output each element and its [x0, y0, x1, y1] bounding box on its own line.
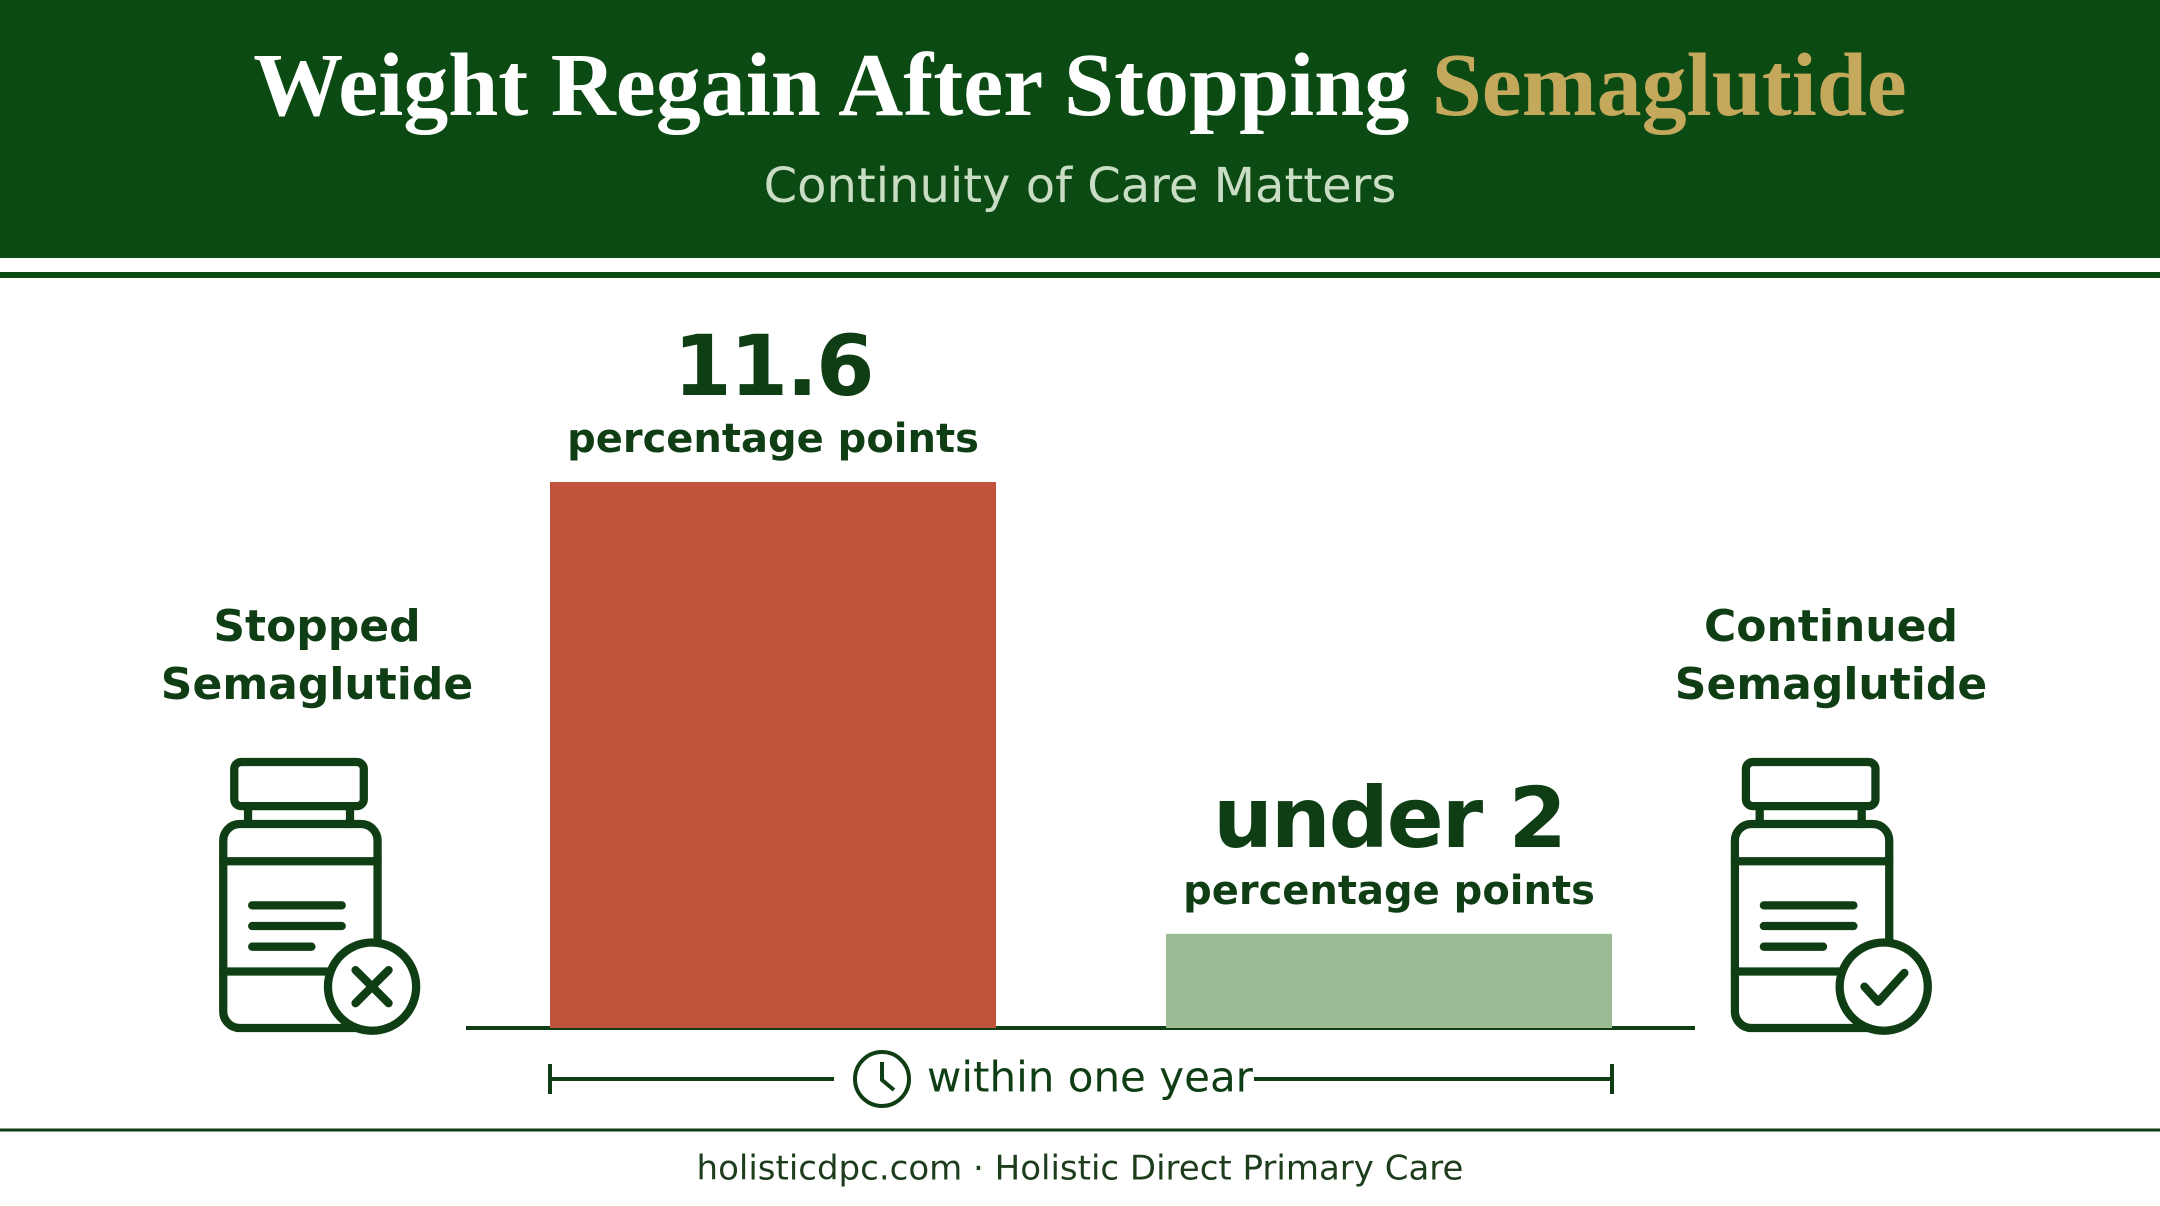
bottle-icon-continued: [1730, 757, 1932, 1035]
category-label: Continued Semaglutide: [1674, 601, 1988, 710]
period-bracket: [548, 1050, 1614, 1108]
period-label: within one year: [927, 1053, 1254, 1102]
category-label: Stopped Semaglutide: [160, 601, 474, 710]
unit-label: percentage points: [1183, 868, 1595, 914]
title-main: Weight Regain After Stopping: [253, 36, 1409, 135]
bar: [550, 482, 996, 1028]
bottle-icon-stopped: [219, 757, 421, 1035]
value-label: under 2: [1213, 769, 1565, 867]
header-rule: [0, 272, 2160, 278]
unit-label: percentage points: [567, 416, 979, 462]
footer: holisticdpc.com · Holistic Direct Primar…: [697, 1149, 1464, 1189]
bar: [1166, 933, 1612, 1028]
title-highlight: Semaglutide: [1432, 36, 1907, 135]
value-label: 11.6: [673, 317, 872, 415]
header-band: [0, 0, 2160, 258]
subtitle: Continuity of Care Matters: [764, 158, 1397, 214]
chart-title: Weight Regain After Stopping Semaglutide: [253, 36, 1906, 135]
